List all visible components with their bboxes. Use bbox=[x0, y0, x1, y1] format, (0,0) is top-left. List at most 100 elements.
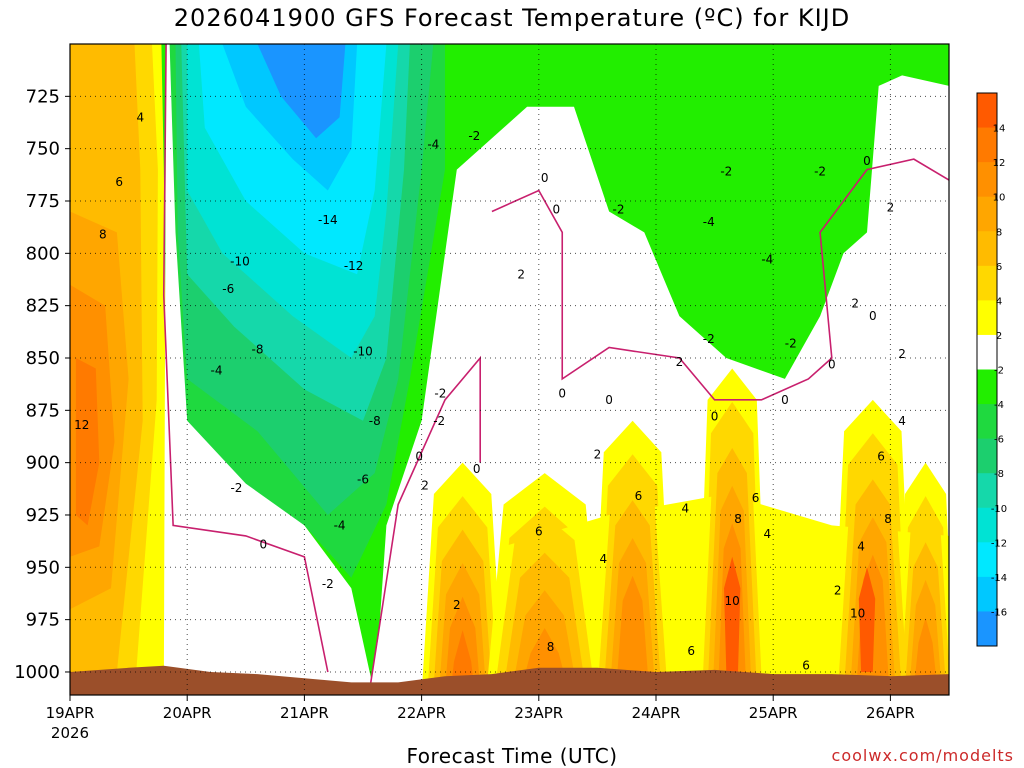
colorbar-label-1: 12 bbox=[993, 158, 1006, 169]
contour-label-62: 10 bbox=[725, 594, 740, 608]
y-tick-label-4: 825 bbox=[26, 296, 60, 317]
x-axis-title: Forecast Time (UTC) bbox=[406, 744, 618, 768]
contour-label-35: 0 bbox=[781, 393, 789, 407]
colorbar-label-6: 2 bbox=[996, 331, 1002, 342]
contour-label-34: 0 bbox=[711, 410, 719, 424]
colorbar-label-5: 4 bbox=[996, 296, 1002, 307]
colorbar-swatch-12 bbox=[977, 507, 997, 543]
colorbar-swatch-10 bbox=[977, 438, 997, 474]
y-tick-label-1: 750 bbox=[26, 139, 60, 160]
contour-label-14: -4 bbox=[427, 137, 439, 151]
x-tick-label-5: 24APR bbox=[632, 704, 681, 722]
colorbar-label-11: -10 bbox=[991, 504, 1007, 515]
x-tick-year-label: 2026 bbox=[51, 724, 89, 742]
contour-label-50: 4 bbox=[764, 527, 772, 541]
x-tick-label-7: 26APR bbox=[866, 704, 915, 722]
hot-core-26apr bbox=[858, 567, 876, 672]
contour-label-5: -12 bbox=[344, 259, 364, 273]
contour-label-44: 2 bbox=[834, 583, 842, 597]
contour-label-1: 6 bbox=[115, 175, 123, 189]
contour-label-26: -2 bbox=[785, 336, 797, 350]
contour-label-25: -2 bbox=[703, 332, 715, 346]
zero-isotherm-west bbox=[162, 44, 329, 673]
contour-label-63: 10 bbox=[850, 606, 865, 620]
x-tick-label-6: 25APR bbox=[749, 704, 798, 722]
colorbar-label-2: 10 bbox=[993, 193, 1006, 204]
contour-label-53: 6 bbox=[535, 525, 543, 539]
contour-label-15: -4 bbox=[703, 215, 715, 229]
contour-label-36: 0 bbox=[863, 154, 871, 168]
credit-link[interactable]: coolwx.com/modelts bbox=[831, 746, 1014, 765]
y-tick-label-10: 975 bbox=[26, 610, 60, 631]
contour-label-3: 12 bbox=[74, 418, 89, 432]
colorbar-label-0: 14 bbox=[993, 124, 1006, 135]
x-tick-label-1: 20APR bbox=[163, 704, 212, 722]
contour-label-16: -4 bbox=[761, 253, 773, 267]
colorbar-swatch-4 bbox=[977, 231, 997, 267]
temperature-field: 46812-14-12-10-10-8-8-6-6-4-4-4-4-4-2-2-… bbox=[70, 44, 949, 695]
colorbar-label-4: 6 bbox=[996, 262, 1002, 273]
contour-label-17: -2 bbox=[468, 129, 480, 143]
contour-label-29: 0 bbox=[260, 537, 268, 551]
contour-label-52: 4 bbox=[898, 414, 906, 428]
contour-label-38: 0 bbox=[828, 357, 836, 371]
zero-isotherm-mid bbox=[368, 355, 481, 695]
colorbar-frame bbox=[976, 92, 998, 647]
contour-label-21: -2 bbox=[322, 577, 334, 591]
contour-label-22: -2 bbox=[613, 202, 625, 216]
contour-label-32: 0 bbox=[558, 387, 566, 401]
warm-core-1-3 bbox=[616, 575, 649, 689]
colorbar-swatch-5 bbox=[977, 265, 997, 301]
y-tick-label-0: 725 bbox=[26, 86, 60, 107]
contour-label-20: -2 bbox=[230, 481, 242, 495]
contour-label-19: -2 bbox=[433, 414, 445, 428]
colorbar-label-13: -14 bbox=[991, 573, 1007, 584]
colorbar-swatch-15 bbox=[977, 611, 997, 647]
y-tick-label-9: 950 bbox=[26, 557, 60, 578]
contour-label-46: 2 bbox=[887, 200, 895, 214]
y-tick-label-11: 1000 bbox=[14, 662, 60, 683]
x-tick-label-4: 23APR bbox=[514, 704, 563, 722]
colorbar-swatch-7 bbox=[977, 334, 997, 370]
contour-label-57: 6 bbox=[687, 644, 695, 658]
hot-core-25apr bbox=[724, 556, 741, 672]
colorbar-label-12: -12 bbox=[991, 538, 1007, 549]
contour-label-61: 8 bbox=[884, 512, 892, 526]
contour-label-0: 4 bbox=[136, 110, 144, 124]
warm-core-4-3 bbox=[913, 617, 938, 689]
contour-label-39: 2 bbox=[421, 479, 429, 493]
contour-label-54: 6 bbox=[635, 489, 643, 503]
contour-label-55: 6 bbox=[752, 491, 760, 505]
contour-label-51: 4 bbox=[857, 539, 865, 553]
colorbar-label-14: -16 bbox=[991, 607, 1007, 618]
y-tick-label-2: 775 bbox=[26, 191, 60, 212]
contour-label-4: -14 bbox=[318, 213, 338, 227]
colorbar-label-9: -6 bbox=[994, 435, 1004, 446]
contour-label-30: 0 bbox=[415, 449, 423, 463]
colorbar-swatch-1 bbox=[977, 127, 997, 163]
contour-label-10: -6 bbox=[222, 282, 234, 296]
colorbar-swatch-0 bbox=[977, 93, 997, 129]
contour-label-6: -10 bbox=[230, 255, 250, 269]
contour-label-37: 0 bbox=[869, 309, 877, 323]
colorbar-swatch-9 bbox=[977, 404, 997, 440]
plot-frame bbox=[69, 43, 950, 696]
colorbar-swatch-13 bbox=[977, 542, 997, 578]
contour-label-47: 2 bbox=[898, 347, 906, 361]
contour-label-59: 8 bbox=[547, 640, 555, 654]
contour-label-42: 2 bbox=[594, 447, 602, 461]
x-tick-label-0: 19APR bbox=[46, 704, 95, 722]
contour-label-23: -2 bbox=[720, 165, 732, 179]
y-tick-label-6: 875 bbox=[26, 400, 60, 421]
colorbar-label-8: -4 bbox=[994, 400, 1004, 411]
contour-label-12: -4 bbox=[211, 364, 223, 378]
warm-12-band bbox=[75, 358, 100, 526]
colorbar-swatch-8 bbox=[977, 369, 997, 405]
contour-label-56: 6 bbox=[877, 449, 885, 463]
contour-label-24: -2 bbox=[814, 165, 826, 179]
contour-label-58: 6 bbox=[802, 659, 810, 673]
contour-label-28: 0 bbox=[553, 202, 561, 216]
contour-label-40: 2 bbox=[453, 598, 461, 612]
y-tick-label-5: 850 bbox=[26, 348, 60, 369]
contour-label-27: 0 bbox=[541, 171, 549, 185]
